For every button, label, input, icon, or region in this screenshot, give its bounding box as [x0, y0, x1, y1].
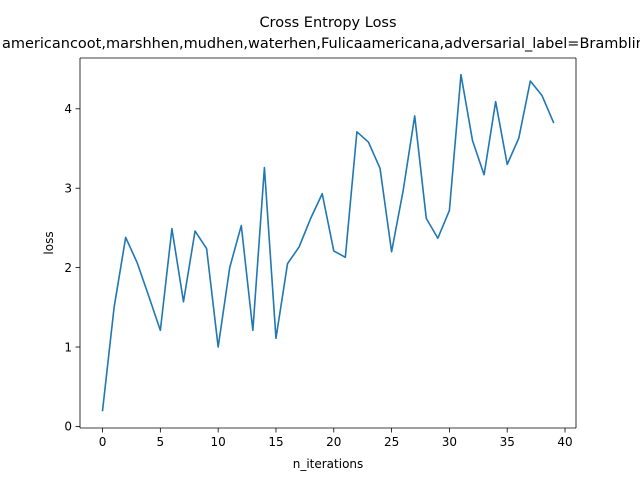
chart-title: Cross Entropy Loss — [259, 15, 396, 31]
data-points — [102, 74, 554, 411]
x-tick-label: 0 — [99, 435, 107, 449]
x-tick-label: 35 — [500, 435, 515, 449]
y-axis-label: loss — [42, 231, 56, 254]
chart-subtitle: americancoot,marshhen,mudhen,waterhen,Fu… — [2, 36, 640, 52]
y-tick-label: 2 — [64, 261, 72, 275]
series-line — [101, 73, 555, 412]
x-tick-label: 5 — [157, 435, 165, 449]
x-tick-label: 40 — [557, 435, 572, 449]
y-axis-ticks: 0 1 2 3 4 — [64, 102, 80, 434]
plot-area — [101, 73, 555, 412]
x-tick-label: 10 — [211, 435, 226, 449]
y-tick-label: 3 — [64, 182, 72, 196]
x-tick-label: 20 — [326, 435, 341, 449]
y-tick-label: 1 — [64, 340, 72, 354]
y-tick-label: 0 — [64, 420, 72, 434]
x-tick-label: 30 — [442, 435, 457, 449]
x-tick-label: 25 — [384, 435, 399, 449]
x-axis-ticks: 0 5 10 15 20 25 30 35 40 — [99, 428, 573, 449]
axes-frame — [79, 57, 577, 429]
y-tick-label: 4 — [64, 102, 72, 116]
x-tick-label: 15 — [268, 435, 283, 449]
x-axis-label: n_iterations — [293, 457, 364, 471]
